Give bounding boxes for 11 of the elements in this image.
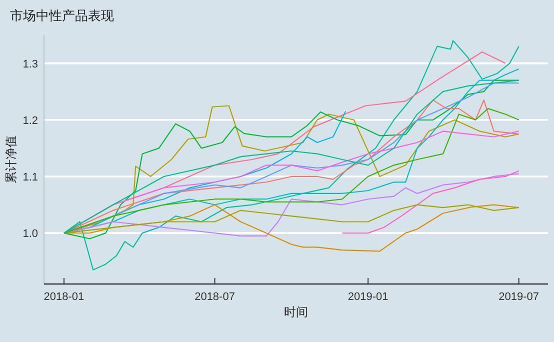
y-tick-label: 1.1: [22, 171, 38, 184]
y-axis-title: 累计净值: [4, 136, 18, 184]
y-tick-label: 1.3: [22, 58, 38, 70]
x-tick-label: 2018-01: [44, 291, 84, 303]
chart-title: 市场中性产品表现: [10, 8, 114, 23]
y-tick-label: 1.2: [22, 114, 38, 127]
x-tick-label: 2018-07: [194, 291, 235, 303]
x-axis-title: 时间: [284, 305, 308, 319]
x-tick-label: 2019-07: [498, 291, 540, 303]
y-tick-label: 1.0: [22, 228, 38, 240]
x-tick-label: 2019-01: [348, 291, 388, 303]
